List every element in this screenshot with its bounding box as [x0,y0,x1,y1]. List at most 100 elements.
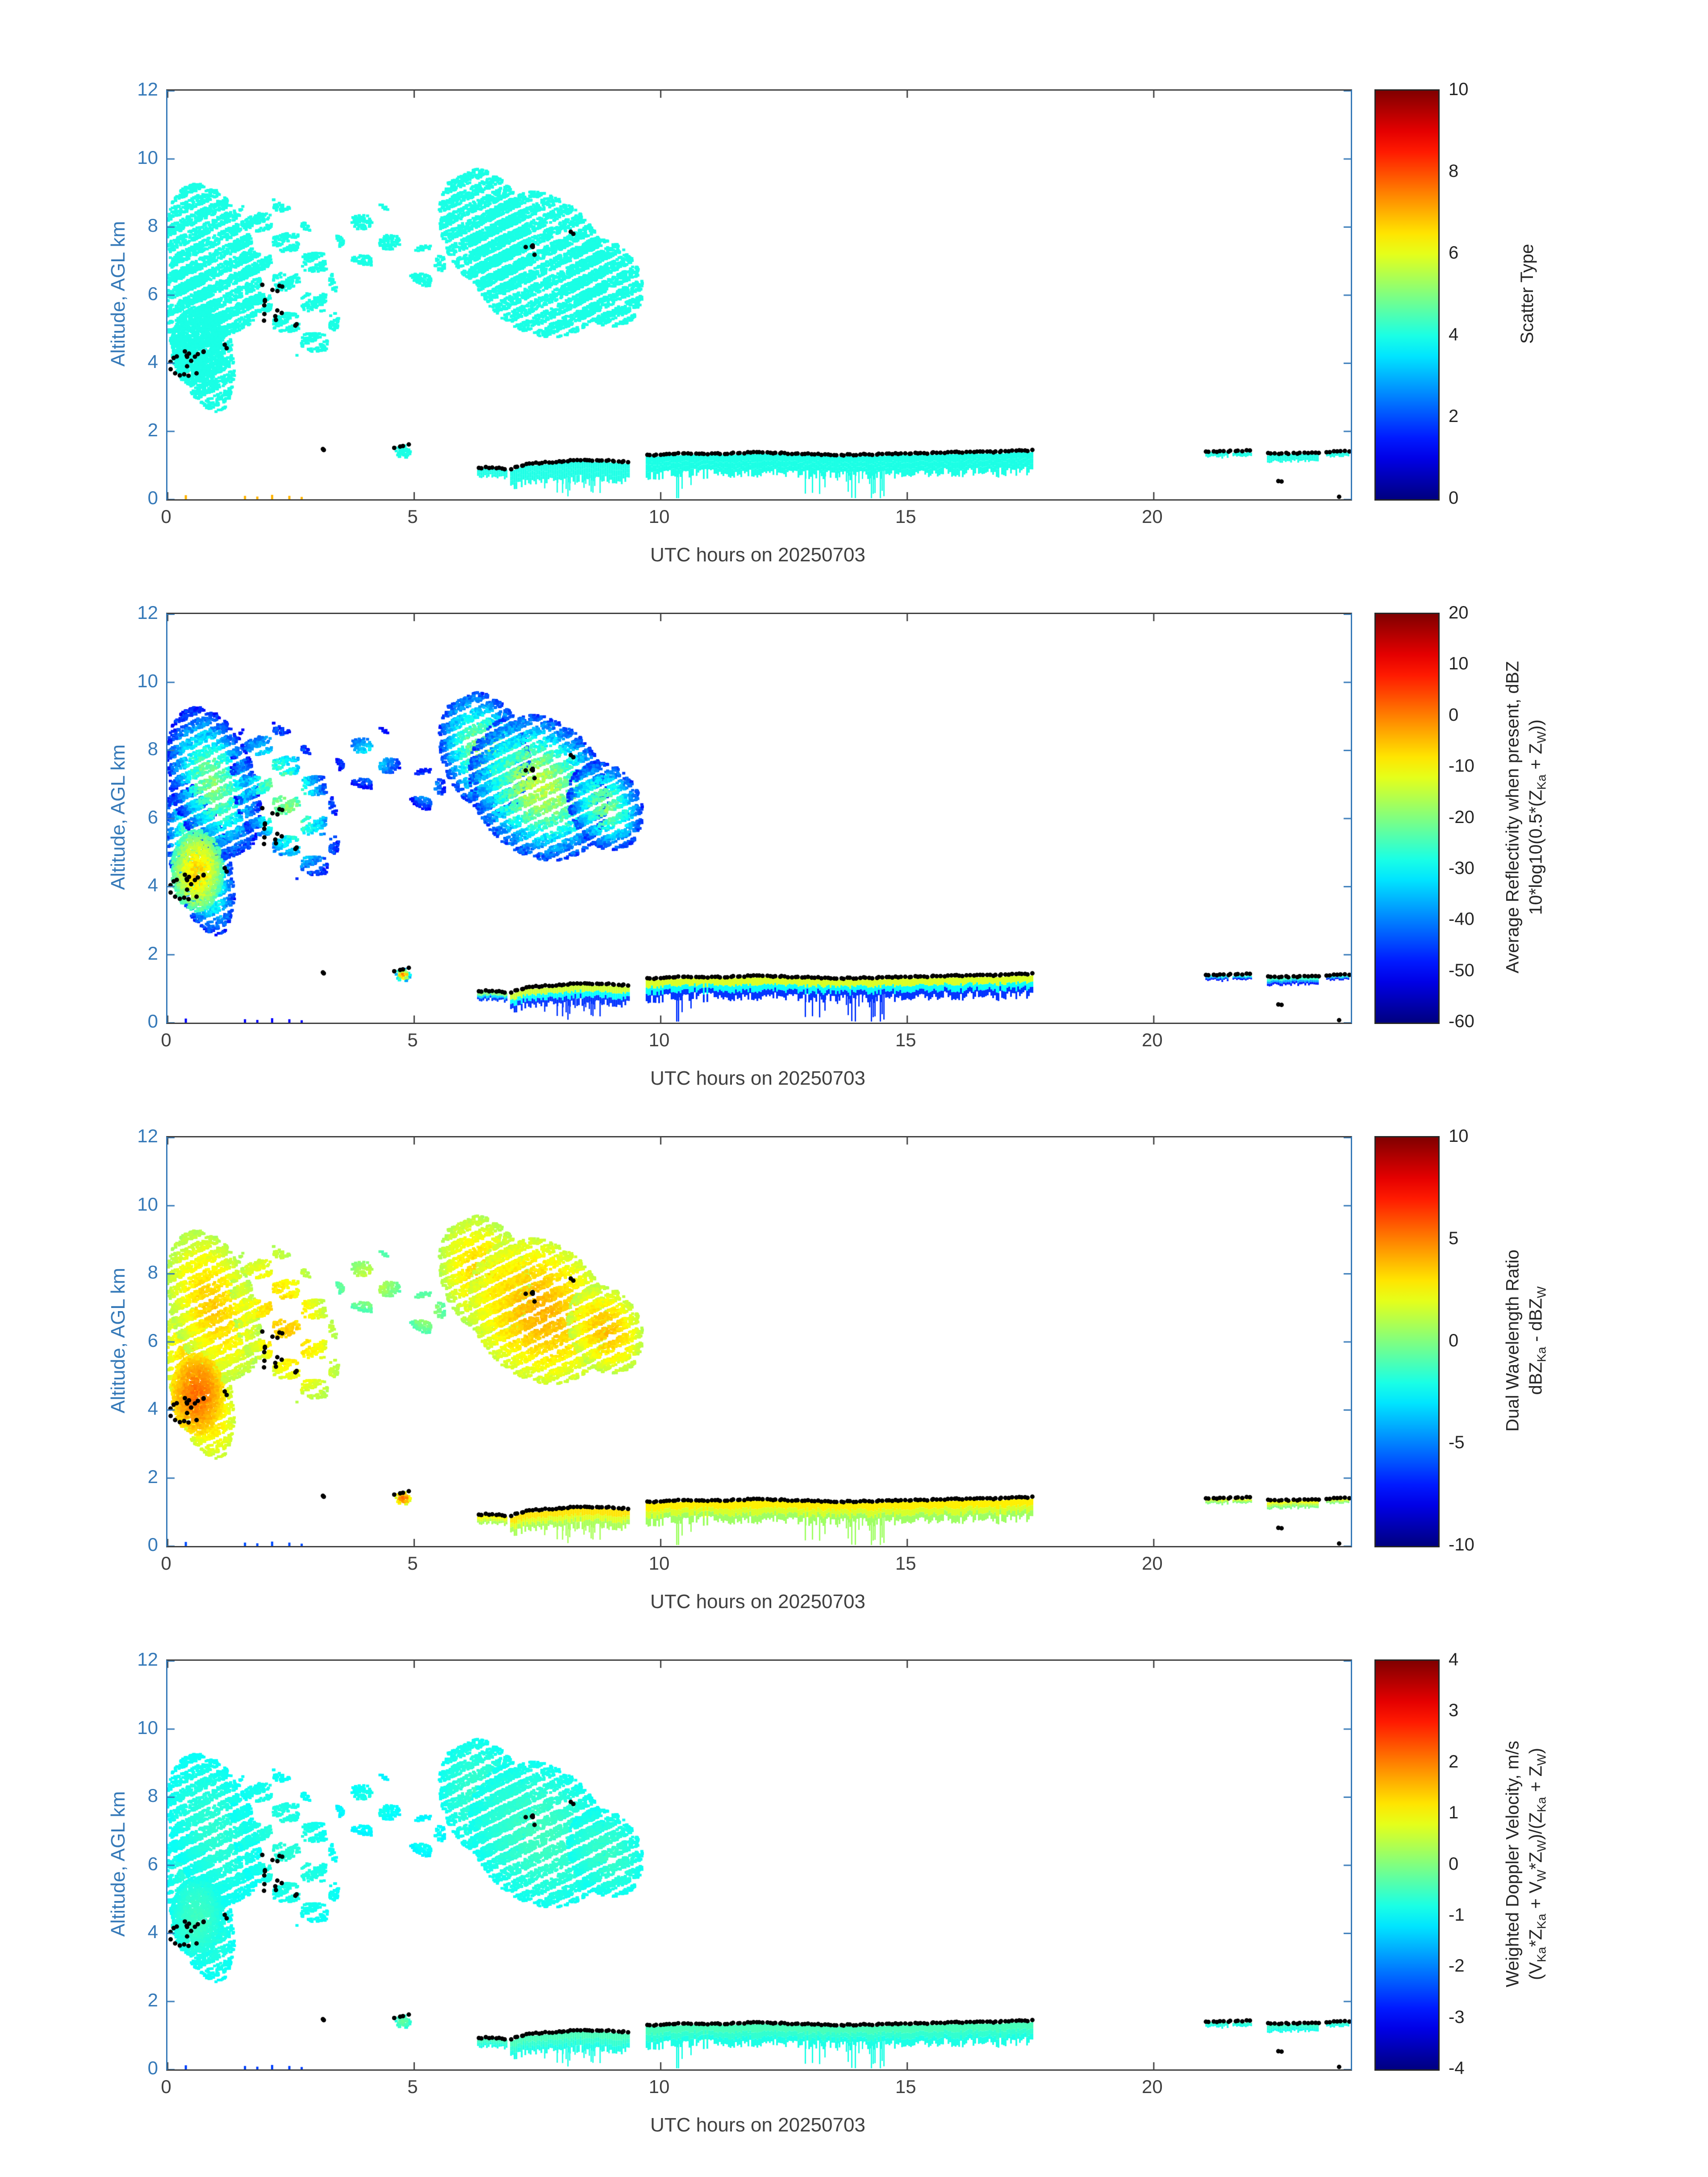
colorbar-tick-label: 8 [1449,161,1459,181]
x-axis-label: UTC hours on 20250703 [650,1067,865,1089]
colorbar-tick-label: 4 [1449,1650,1459,1669]
y-axis-label: Altitude, AGL km [107,1791,129,1937]
x-tick-label: 5 [407,1029,418,1050]
subscript: Ka [1534,1346,1549,1362]
y-tick-label: 4 [147,1398,158,1419]
plot-area [166,89,1352,501]
y-axis-label: Altitude, AGL km [107,744,129,890]
y-tick-label: 8 [147,215,158,236]
colorbar-tick-label: 6 [1449,243,1459,263]
colorbar-tick-label: 3 [1449,1701,1459,1721]
x-tick-label: 0 [161,506,171,527]
y-tick-label: 12 [137,79,158,100]
heatmap-canvas [167,614,1351,1023]
colorbar-tick-label: 0 [1449,488,1459,508]
colorbar-label-line: (VKa*ZKa + VW*ZW)/(ZKa + ZW) [1526,1747,1549,1980]
colorbar [1374,1659,1440,2071]
y-tick-label: 4 [147,1921,158,1942]
colorbar-tick-label: -10 [1449,1535,1474,1554]
y-tick-label: 10 [137,670,158,691]
y-tick-label: 4 [147,351,158,372]
colorbar-tick-label: -50 [1449,960,1474,980]
y-tick-label: 6 [147,1329,158,1351]
colorbar-label: Dual Wavelength Ratio dBZKa - dBZW [1501,1249,1553,1432]
y-axis-label: Altitude, AGL km [107,1267,129,1413]
colorbar-tick-label: 10 [1449,1126,1469,1146]
subscript: Ka [1534,774,1549,790]
y-tick-label: 12 [137,602,158,623]
colorbar [1374,1136,1440,1547]
y-tick-label: 2 [147,942,158,964]
colorbar-tick-label: -20 [1449,807,1474,827]
x-tick-label: 10 [648,1553,670,1574]
y-tick-label: 8 [147,1262,158,1283]
plot-area [166,1659,1352,2071]
x-tick-label: 0 [161,1029,171,1050]
subscript: Ka [1534,1797,1549,1812]
plot-area [166,613,1352,1024]
colorbar-tick-label: 4 [1449,325,1459,344]
panel-scatter-type: 0 2 4 6 8 10 12 0 5 10 15 20 Altitude, AGL km UTC hou… [0,76,1708,596]
colorbar-tick-label: -10 [1449,756,1474,776]
y-tick-label: 10 [137,1193,158,1215]
colorbar-label-line: Dual Wavelength Ratio [1503,1249,1523,1432]
y-tick-label: 10 [137,146,158,168]
y-tick-label: 8 [147,738,158,759]
x-axis-label: UTC hours on 20250703 [650,2114,865,2136]
x-tick-label: 15 [895,1553,916,1574]
subscript: W [1534,1869,1549,1881]
y-tick-label: 4 [147,874,158,895]
colorbar-tick-label: -30 [1449,858,1474,878]
heatmap-canvas [167,1661,1351,2069]
x-axis-label: UTC hours on 20250703 [650,1591,865,1613]
colorbar-tick-label: -4 [1449,2058,1465,2078]
x-tick-label: 20 [1141,1029,1163,1050]
colorbar-label: Scatter Type [1516,244,1539,344]
colorbar-tick-label: 10 [1449,79,1469,99]
y-tick-label: 12 [137,1125,158,1146]
colorbar [1374,89,1440,501]
x-tick-label: 0 [161,1553,171,1574]
x-tick-label: 10 [648,2076,670,2097]
x-tick-label: 15 [895,1029,916,1050]
y-tick-label: 6 [147,1853,158,1874]
y-axis-label: Altitude, AGL km [107,221,129,367]
x-tick-label: 10 [648,506,670,527]
x-axis-label: UTC hours on 20250703 [650,544,865,566]
colorbar-tick-label: 2 [1449,406,1459,426]
x-tick-label: 15 [895,506,916,527]
colorbar-tick-label: 0 [1449,705,1459,725]
y-tick-label: 2 [147,1989,158,2010]
colorbar-label-line: 10*log10(0.5*(ZKa + ZW)) [1526,719,1549,915]
x-tick-label: 5 [407,2076,418,2097]
colorbar-label-line: Scatter Type [1517,243,1537,344]
y-tick-label: 0 [147,1011,158,1032]
colorbar-tick-label: -60 [1449,1011,1474,1031]
colorbar-label-line: Weighted Doppler Velocity, m/s [1503,1740,1523,1987]
y-tick-label: 0 [147,2057,158,2078]
colorbar-tick-label: -2 [1449,1956,1465,1976]
colorbar-tick-label: -3 [1449,2007,1465,2027]
subscript: W [1534,1753,1549,1766]
colorbar-label-line: dBZKa - dBZW [1526,1286,1549,1395]
heatmap-canvas [167,1137,1351,1546]
colorbar-tick-label: 1 [1449,1803,1459,1823]
y-tick-label: 12 [137,1649,158,1670]
x-tick-label: 0 [161,2076,171,2097]
y-tick-label: 0 [147,487,158,508]
subscript: Ka [1534,1913,1549,1929]
y-tick-label: 0 [147,1534,158,1555]
colorbar-tick-label: 20 [1449,603,1469,623]
y-tick-label: 8 [147,1785,158,1806]
panel-doppler-velocity: 0 2 4 6 8 10 12 0 5 10 15 20 Altitude, AGL km UTC hou… [0,1646,1708,2166]
x-tick-label: 20 [1141,506,1163,527]
y-tick-label: 2 [147,419,158,440]
colorbar-tick-label: 0 [1449,1854,1459,1874]
plot-area [166,1136,1352,1547]
x-tick-label: 15 [895,2076,916,2097]
y-tick-label: 6 [147,283,158,304]
y-tick-label: 6 [147,806,158,827]
panel-reflectivity: 0 2 4 6 8 10 12 0 5 10 15 20 Altitude, AGL km UTC hou… [0,599,1708,1120]
colorbar-tick-label: 5 [1449,1228,1459,1248]
